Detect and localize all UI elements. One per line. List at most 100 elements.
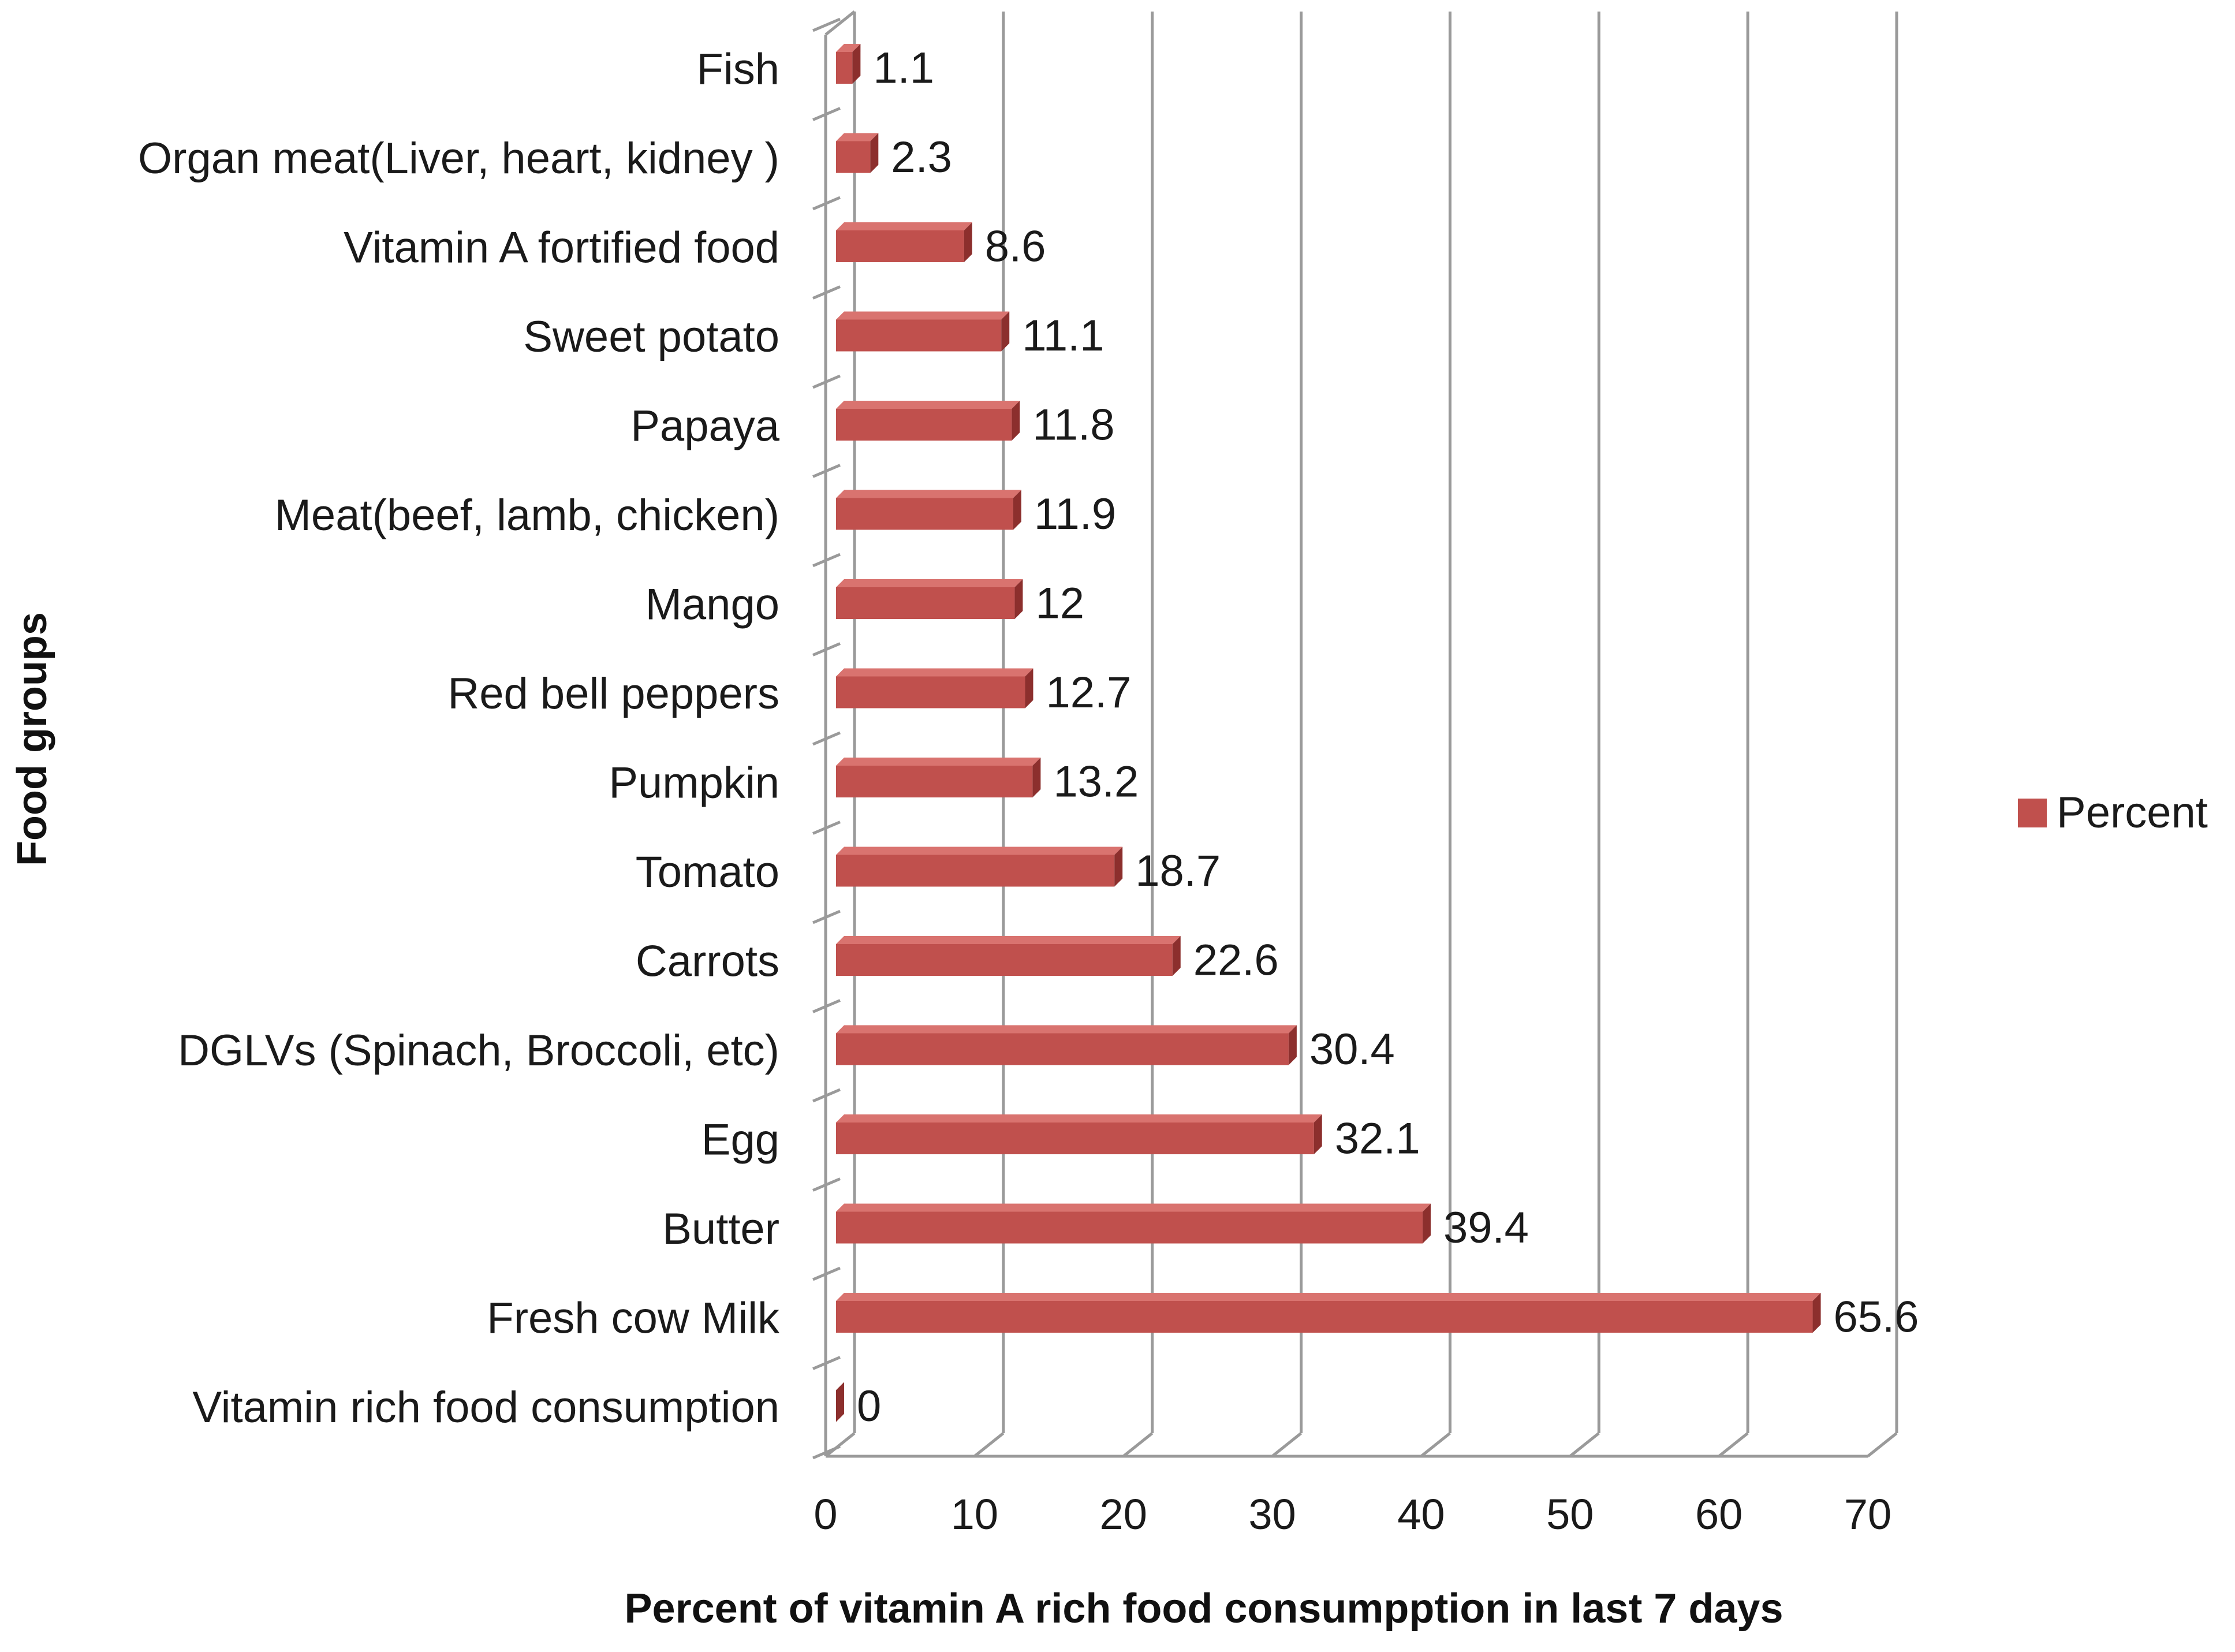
floor-gridline (1867, 1432, 1898, 1457)
category-label: Meat(beef, lamb, chicken) (275, 491, 779, 540)
bar (836, 133, 879, 173)
data-label: 0 (857, 1382, 881, 1431)
bar-front-face (836, 319, 1002, 352)
bar (836, 490, 1021, 530)
y-tick (812, 553, 841, 568)
bar-side-face (870, 133, 879, 173)
category-label: Red bell peppers (447, 669, 779, 718)
legend-swatch (2018, 799, 2047, 827)
floor-gridline (973, 1432, 1005, 1457)
bar-top-face (836, 846, 1123, 855)
bar-side-face (1032, 758, 1041, 797)
x-tick-label: 40 (1397, 1490, 1445, 1538)
bar-side-face (964, 222, 972, 262)
x-tick-label: 60 (1695, 1490, 1743, 1538)
y-tick (812, 1088, 841, 1103)
floor-gridline (1569, 1432, 1600, 1457)
x-axis-title: Percent of vitamin A rich food consumppt… (625, 1586, 1783, 1632)
data-label: 18.7 (1135, 846, 1221, 896)
bar-front-face (836, 1211, 1423, 1244)
bar-top-face (836, 1025, 1297, 1034)
bar-front-face (836, 676, 1025, 708)
y-tick (812, 285, 841, 300)
bar (836, 44, 861, 84)
y-axis-title: Food groups (9, 612, 55, 866)
bar-front-face (836, 766, 1033, 797)
category-label: Fish (696, 45, 779, 94)
category-label: Organ meat(Liver, heart, kidney ) (138, 134, 779, 183)
data-label: 2.3 (891, 133, 952, 182)
bar-top-face (836, 490, 1021, 498)
category-label: Sweet potato (523, 312, 779, 361)
bar-side-face (1172, 936, 1181, 976)
floor-gridline (824, 1432, 856, 1457)
data-label: 1.1 (873, 44, 934, 93)
bar-top-face (836, 133, 879, 141)
category-label: Vitamin A fortified food (344, 223, 779, 273)
bar-side-face (1025, 668, 1033, 708)
data-label: 65.6 (1834, 1293, 1919, 1342)
x-tick-label: 0 (814, 1490, 837, 1538)
wall-top-edge (824, 10, 856, 36)
bar-front-face (836, 141, 871, 173)
bar-front-face (836, 1301, 1813, 1333)
category-label: DGLVs (Spinach, Broccoli, etc) (178, 1026, 779, 1075)
legend: Percent (2018, 788, 2208, 837)
data-label: 39.4 (1443, 1203, 1529, 1252)
category-label: Pumpkin (609, 759, 779, 808)
y-tick (812, 909, 841, 924)
bar (836, 579, 1023, 619)
bar-front-face (836, 409, 1012, 441)
data-label: 13.2 (1053, 758, 1139, 807)
bar (836, 1293, 1821, 1333)
bar-side-face (1812, 1293, 1821, 1333)
bar (836, 1114, 1322, 1154)
bar-top-face (836, 44, 861, 52)
bar-front-face (836, 1123, 1314, 1154)
category-label: Fresh cow Milk (487, 1294, 780, 1343)
floor-gridline (1271, 1432, 1303, 1457)
data-label: 30.4 (1309, 1025, 1395, 1074)
bar-side-face (1001, 311, 1010, 352)
category-label: Tomato (636, 848, 779, 897)
bar-top-face (836, 758, 1041, 766)
category-label: Papaya (630, 402, 779, 451)
bar-top-face (836, 1203, 1431, 1212)
y-tick (812, 1177, 841, 1192)
y-tick (812, 642, 841, 657)
floor-gridline (1718, 1432, 1749, 1457)
bar-top-face (836, 1114, 1322, 1123)
bar (836, 846, 1123, 887)
x-tick-label: 30 (1248, 1490, 1296, 1538)
data-label: 22.6 (1193, 936, 1279, 985)
bar-front-face (836, 855, 1115, 887)
y-tick (812, 196, 841, 211)
bar (836, 668, 1033, 708)
bar-top-face (836, 1293, 1821, 1301)
bar-front-face (836, 52, 853, 84)
bar-side-face (1014, 579, 1023, 619)
bar (836, 1382, 844, 1422)
bar-front-face (836, 587, 1015, 619)
y-tick (812, 821, 841, 835)
floor-gridline (1420, 1432, 1451, 1457)
y-tick (812, 731, 841, 746)
y-tick (812, 1356, 841, 1370)
y-tick (812, 1266, 841, 1281)
category-label: Mango (645, 580, 779, 629)
bar-side-face (1422, 1203, 1431, 1244)
data-label: 11.1 (1022, 311, 1104, 360)
x-tick-label: 50 (1546, 1490, 1594, 1538)
bar-front-face (836, 498, 1013, 530)
category-label: Egg (702, 1116, 779, 1165)
labels: 0 10 20 30 40 50 60 70 1.1 Fish 2.3 Organ meat(Live… (138, 44, 1919, 1539)
bar (836, 311, 1010, 352)
bar-front-face (836, 944, 1173, 976)
y-tick (812, 374, 841, 389)
bar-side-face (1114, 846, 1123, 887)
bars (836, 44, 1821, 1422)
y-tick (812, 1445, 841, 1460)
y-tick (812, 107, 841, 121)
bar-side-face (852, 44, 861, 84)
